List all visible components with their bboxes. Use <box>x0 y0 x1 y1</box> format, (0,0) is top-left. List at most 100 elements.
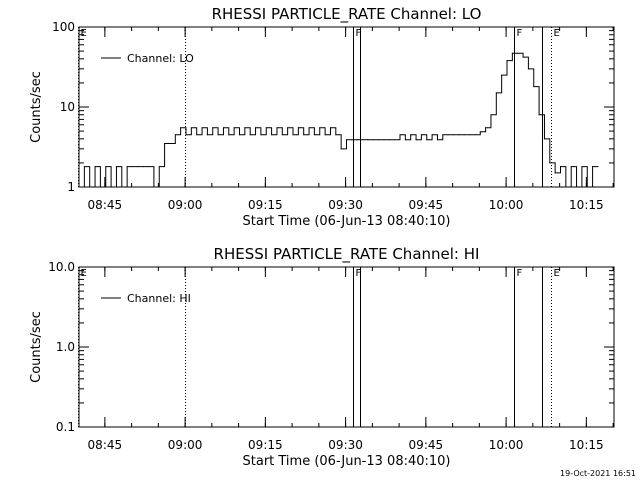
data-point <box>586 186 588 188</box>
data-point <box>276 127 278 129</box>
data-point <box>560 166 561 168</box>
event-marker-label: E <box>554 28 560 39</box>
data-point <box>436 139 438 141</box>
data-point <box>463 134 465 136</box>
data-point <box>581 166 583 168</box>
data-point <box>190 127 192 129</box>
data-point <box>271 134 273 136</box>
event-marker-label: F <box>356 28 362 39</box>
data-point <box>511 52 513 54</box>
x-axis-label-lo: Start Time (06-Jun-13 08:40:10) <box>243 214 451 229</box>
panel-hi: RHESSI PARTICLE_RATE Channel: HI Start T… <box>29 245 615 469</box>
data-point <box>570 166 572 168</box>
axis-ticks-lo: 08:45 09:00 09:15 09:30 09:45 10:00 10:15 1 10 10… <box>52 20 614 212</box>
data-point <box>169 142 171 144</box>
data-point <box>217 134 219 136</box>
x-tick-label: 09:00 <box>168 198 203 212</box>
data-point <box>244 127 246 129</box>
event-marker-label: F <box>356 268 362 279</box>
x-tick-label: 09:15 <box>248 198 283 212</box>
data-point <box>362 139 364 141</box>
data-point <box>115 166 117 168</box>
x-axis-label-hi: Start Time (06-Jun-13 08:40:10) <box>243 454 451 469</box>
data-point <box>372 139 374 141</box>
x-tick-label: 10:15 <box>569 438 604 452</box>
data-point <box>367 139 369 141</box>
x-tick-label: 10:00 <box>489 438 524 452</box>
axis-ticks-hi: 08:45 09:00 09:15 09:30 09:45 10:00 10:15 0.1 1.… <box>48 260 614 452</box>
legend-label-lo: Channel: LO <box>127 52 194 65</box>
data-point <box>297 127 299 129</box>
data-point <box>431 134 433 136</box>
data-point <box>554 172 556 174</box>
chart-title-hi: RHESSI PARTICLE_RATE Channel: HI <box>214 245 480 264</box>
data-point <box>132 166 133 168</box>
data-point <box>469 134 471 136</box>
data-point <box>351 139 353 141</box>
data-point <box>94 166 96 168</box>
data-point <box>565 186 567 188</box>
data-point <box>324 134 326 136</box>
data-point <box>474 134 476 136</box>
data-point <box>479 131 481 133</box>
data-point <box>329 127 331 129</box>
plot-frame-lo <box>78 26 615 188</box>
data-point <box>212 127 214 129</box>
x-tick-label: 09:30 <box>328 438 363 452</box>
data-point <box>340 148 342 150</box>
data-point <box>335 134 337 136</box>
data-point <box>222 127 224 129</box>
event-marker-label: E <box>81 28 87 39</box>
data-point <box>260 134 262 136</box>
data-point <box>453 134 454 136</box>
data-point <box>303 134 305 136</box>
data-point <box>78 186 80 188</box>
series-line <box>79 52 598 188</box>
data-point <box>287 127 289 129</box>
y-tick-label: 10 <box>60 100 75 114</box>
x-tick-label: 09:15 <box>248 438 283 452</box>
data-point <box>517 52 519 54</box>
x-tick-label: 08:45 <box>88 438 123 452</box>
data-point <box>89 186 91 188</box>
data-point <box>346 139 347 141</box>
data-point <box>233 127 235 129</box>
data-point <box>249 134 251 136</box>
data-point <box>394 139 396 141</box>
data-point <box>206 134 208 136</box>
event-marker-label: F <box>517 268 523 279</box>
data-point <box>308 127 310 129</box>
data-point <box>506 60 508 62</box>
y-axis-label-hi: Counts/sec <box>29 311 44 383</box>
data-point <box>549 162 551 164</box>
data-point <box>196 134 198 136</box>
x-tick-label: 09:45 <box>409 438 444 452</box>
data-point <box>533 86 535 88</box>
data-point <box>180 127 182 129</box>
y-tick-label: 1 <box>67 180 75 194</box>
data-point <box>410 134 412 136</box>
data-point <box>426 139 428 141</box>
data-point <box>153 186 155 188</box>
x-tick-label: 08:45 <box>88 198 123 212</box>
y-tick-label: 1.0 <box>56 340 75 354</box>
data-point <box>447 134 449 136</box>
data-point <box>201 127 203 129</box>
x-tick-label: 09:45 <box>409 198 444 212</box>
x-tick-label: 09:00 <box>168 438 203 452</box>
series-lo <box>78 52 599 188</box>
data-point <box>105 166 107 168</box>
data-point <box>388 139 390 141</box>
y-tick-label: 0.1 <box>56 420 75 434</box>
data-point <box>378 139 380 141</box>
data-point <box>592 166 594 168</box>
y-axis-label-lo: Counts/sec <box>29 71 44 143</box>
data-point <box>164 142 166 144</box>
data-point <box>527 68 529 70</box>
data-point <box>415 139 417 141</box>
data-point <box>255 127 257 129</box>
data-point <box>399 134 401 136</box>
data-point <box>490 114 492 116</box>
data-point <box>319 127 321 129</box>
